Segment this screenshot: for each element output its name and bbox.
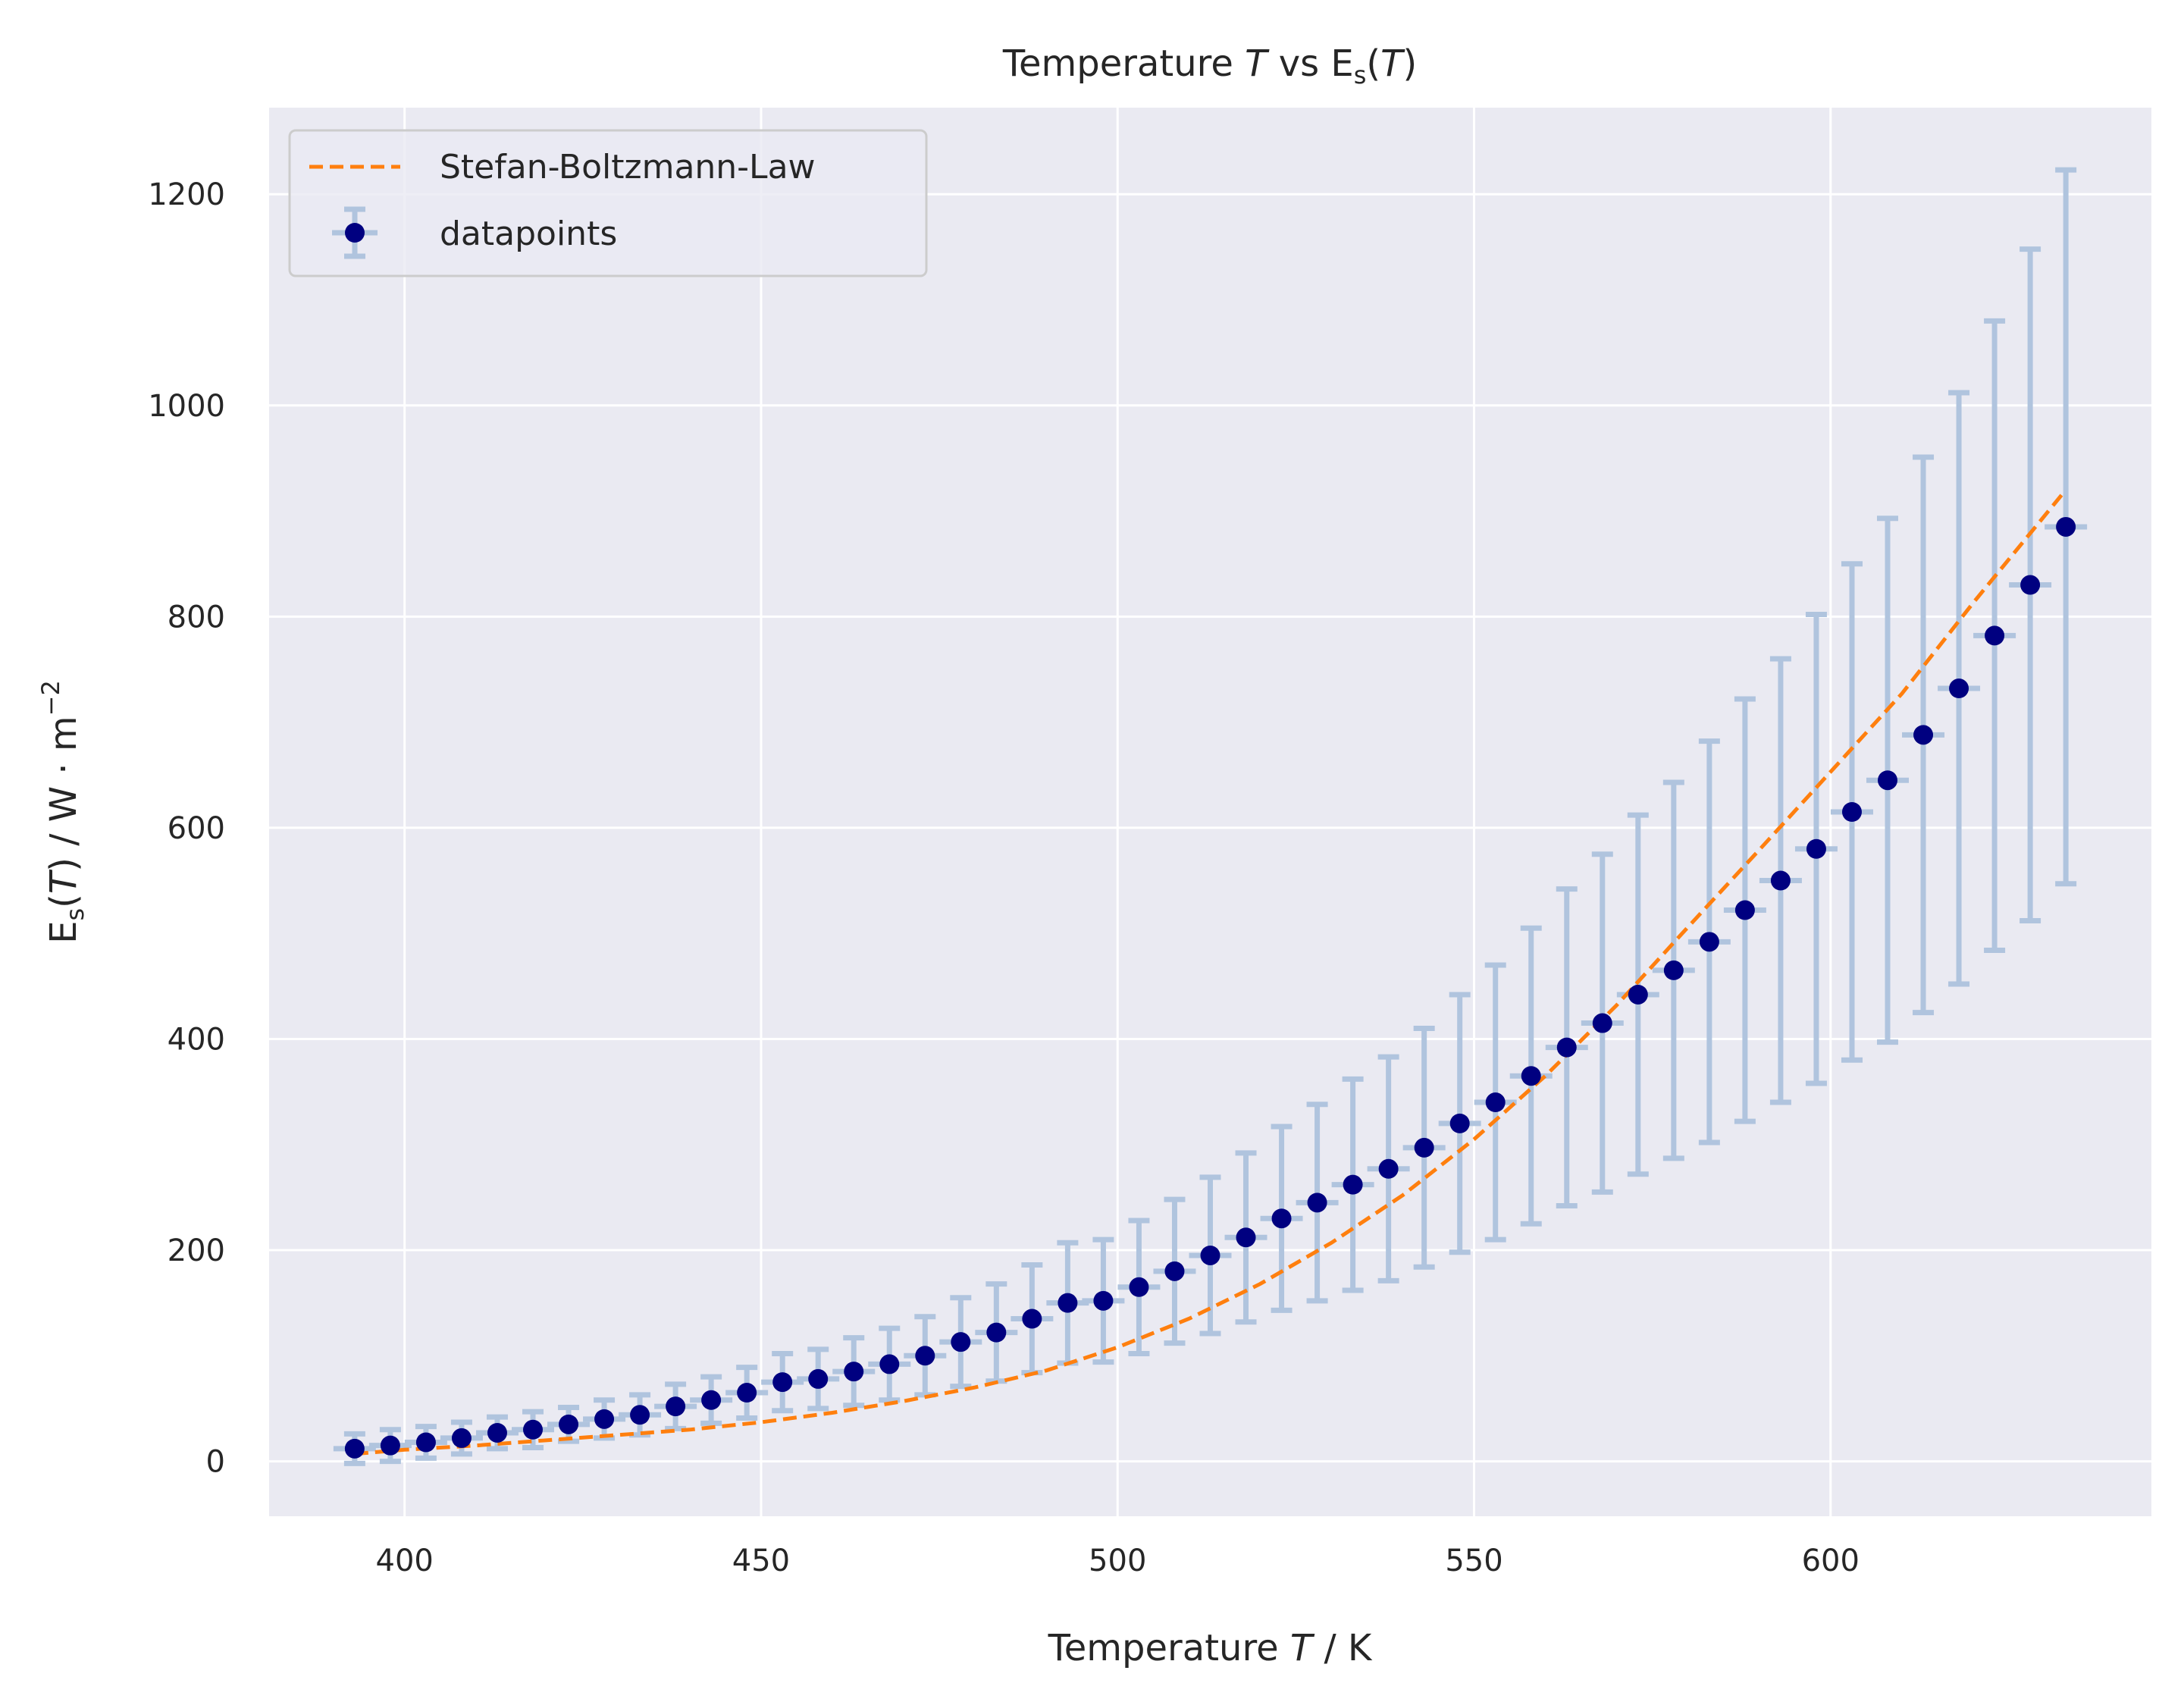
data-point-2 <box>415 1432 436 1453</box>
x-tick-labels: 400 450 500 550 600 <box>376 1544 1860 1578</box>
data-point-34 <box>1556 1037 1577 1058</box>
y-tick-label-5: 1000 <box>148 389 225 424</box>
legend: Stefan-Boltzmann-Law datapoints <box>288 129 928 277</box>
y-tick-label-2: 400 <box>168 1022 225 1057</box>
y-tick-label-4: 800 <box>168 600 225 635</box>
y-axis-label: Es(T) / W · m−2 <box>36 680 89 944</box>
data-point-48 <box>2056 516 2076 537</box>
data-point-41 <box>1806 838 1826 859</box>
x-tick-label-3: 550 <box>1445 1544 1502 1578</box>
data-point-42 <box>1841 802 1862 822</box>
data-point-22 <box>1129 1277 1149 1297</box>
data-point-10 <box>701 1390 722 1410</box>
data-point-29 <box>1378 1158 1399 1179</box>
x-tick-label-4: 600 <box>1802 1544 1860 1578</box>
y-tick-label-0: 0 <box>206 1445 225 1480</box>
data-point-46 <box>1985 625 2005 646</box>
grid-lines <box>269 108 2151 1516</box>
data-point-12 <box>772 1372 793 1393</box>
data-point-6 <box>559 1414 579 1434</box>
data-point-35 <box>1592 1013 1612 1033</box>
legend-label-data: datapoints <box>440 215 617 253</box>
x-tick-label-2: 500 <box>1089 1544 1146 1578</box>
data-point-24 <box>1200 1245 1220 1265</box>
error-bar-13 <box>797 1346 840 1412</box>
data-point-38 <box>1699 932 1719 952</box>
data-point-8 <box>630 1405 650 1425</box>
legend-box <box>288 129 928 277</box>
data-point-3 <box>451 1428 472 1448</box>
data-point-39 <box>1734 900 1755 920</box>
data-point-20 <box>1058 1293 1078 1313</box>
data-point-13 <box>808 1368 829 1389</box>
data-point-25 <box>1236 1227 1256 1248</box>
data-point-32 <box>1485 1092 1506 1113</box>
data-point-33 <box>1521 1066 1541 1086</box>
x-tick-label-0: 400 <box>376 1544 434 1578</box>
data-point-23 <box>1164 1261 1185 1281</box>
data-point-9 <box>666 1396 686 1417</box>
data-point-18 <box>986 1322 1007 1343</box>
data-point-26 <box>1271 1208 1292 1229</box>
data-point-28 <box>1343 1174 1363 1195</box>
legend-errorbar-swatch <box>332 206 378 259</box>
data-point-40 <box>1770 870 1791 891</box>
data-point-37 <box>1663 960 1684 980</box>
data-points <box>344 516 2076 1459</box>
data-point-30 <box>1414 1137 1434 1158</box>
chart-title: Temperature T vs Es(T) <box>1002 42 1417 89</box>
fit-line <box>354 488 2068 1456</box>
data-point-17 <box>951 1332 971 1352</box>
data-point-4 <box>487 1422 507 1443</box>
data-point-44 <box>1913 725 1934 745</box>
data-point-36 <box>1628 984 1648 1005</box>
data-point-1 <box>380 1435 400 1456</box>
data-point-21 <box>1093 1290 1114 1311</box>
data-point-27 <box>1307 1193 1327 1213</box>
data-point-5 <box>522 1419 543 1440</box>
data-point-16 <box>915 1346 935 1366</box>
data-point-47 <box>2020 575 2041 595</box>
data-point-14 <box>844 1362 864 1382</box>
data-point-31 <box>1449 1113 1470 1133</box>
data-point-15 <box>879 1354 900 1374</box>
fit-line-layer <box>354 488 2068 1456</box>
data-point-7 <box>594 1409 615 1429</box>
data-point-0 <box>344 1438 365 1459</box>
data-point-11 <box>737 1383 757 1403</box>
x-axis-label: Temperature T / K <box>1048 1627 1373 1669</box>
data-point-45 <box>1949 679 1969 699</box>
legend-label-fit: Stefan-Boltzmann-Law <box>440 148 816 186</box>
x-tick-label-1: 450 <box>732 1544 790 1578</box>
data-point-43 <box>1878 770 1898 791</box>
y-tick-label-6: 1200 <box>148 177 225 212</box>
y-tick-label-3: 600 <box>168 811 225 846</box>
data-point-19 <box>1022 1309 1042 1329</box>
y-tick-label-1: 200 <box>168 1233 225 1268</box>
y-tick-labels: 0 200 400 600 800 1000 1200 <box>148 177 225 1479</box>
